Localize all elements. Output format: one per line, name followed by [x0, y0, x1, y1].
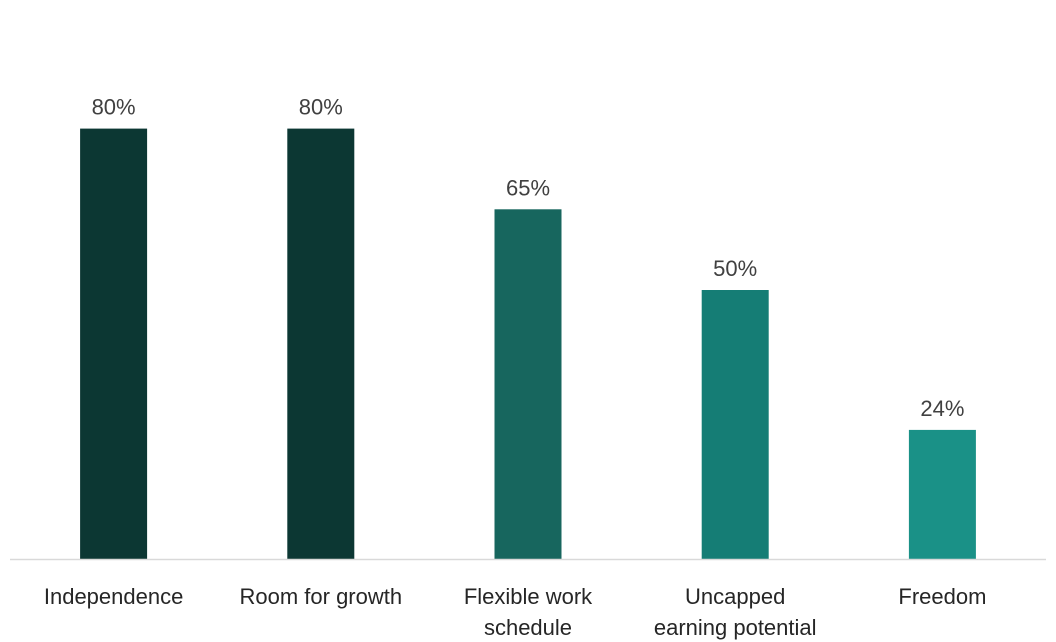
data-label: 80% [299, 95, 343, 120]
category-label-line: Uncapped [685, 584, 785, 609]
category-label-line: earning potential [654, 615, 817, 640]
category-label-line: schedule [484, 615, 572, 640]
category-label: Independence [44, 584, 183, 609]
bars [80, 128, 976, 560]
category-label: Uncapped earning potential [654, 584, 817, 640]
category-label-line: Independence [44, 584, 183, 609]
bar [287, 128, 355, 559]
bar [80, 128, 148, 559]
category-label-line: Freedom [898, 584, 986, 609]
category-label-line: Flexible work [464, 584, 593, 609]
category-labels: Independence Room for growth Flexible work… [44, 584, 987, 640]
data-label: 80% [92, 95, 136, 120]
data-label: 65% [506, 175, 550, 200]
bar [908, 429, 976, 559]
category-label: Freedom [898, 584, 986, 609]
value-labels: 80% 80% 65% 50% 24% [92, 95, 965, 421]
category-label: Flexible work schedule [464, 584, 593, 640]
bar [701, 290, 769, 559]
bar [494, 209, 562, 560]
category-label-line: Room for growth [239, 584, 402, 609]
category-label: Room for growth [239, 584, 402, 609]
data-label: 24% [920, 396, 964, 421]
data-label: 50% [713, 256, 757, 281]
